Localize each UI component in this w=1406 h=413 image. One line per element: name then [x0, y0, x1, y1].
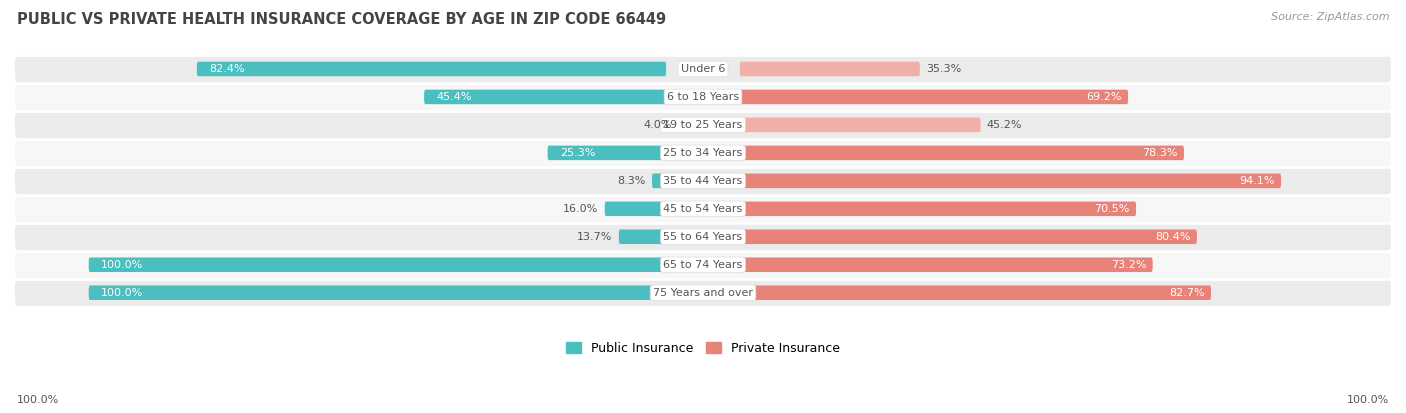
- Text: 70.5%: 70.5%: [1094, 204, 1130, 214]
- Legend: Public Insurance, Private Insurance: Public Insurance, Private Insurance: [561, 337, 845, 360]
- FancyBboxPatch shape: [15, 139, 1391, 167]
- Text: 65 to 74 Years: 65 to 74 Years: [664, 260, 742, 270]
- FancyBboxPatch shape: [15, 55, 1391, 83]
- FancyBboxPatch shape: [15, 83, 1391, 111]
- Text: 6 to 18 Years: 6 to 18 Years: [666, 92, 740, 102]
- Text: 100.0%: 100.0%: [101, 288, 143, 298]
- FancyBboxPatch shape: [15, 195, 1391, 223]
- FancyBboxPatch shape: [740, 230, 1197, 244]
- Text: 80.4%: 80.4%: [1156, 232, 1191, 242]
- Text: Under 6: Under 6: [681, 64, 725, 74]
- FancyBboxPatch shape: [740, 118, 980, 132]
- FancyBboxPatch shape: [740, 62, 920, 76]
- Text: Source: ZipAtlas.com: Source: ZipAtlas.com: [1271, 12, 1389, 22]
- Text: 100.0%: 100.0%: [1347, 395, 1389, 405]
- Text: 45 to 54 Years: 45 to 54 Years: [664, 204, 742, 214]
- Text: 94.1%: 94.1%: [1240, 176, 1275, 186]
- Text: 82.7%: 82.7%: [1170, 288, 1205, 298]
- FancyBboxPatch shape: [740, 173, 1281, 188]
- Text: 100.0%: 100.0%: [101, 260, 143, 270]
- FancyBboxPatch shape: [740, 146, 1184, 160]
- Text: 75 Years and over: 75 Years and over: [652, 288, 754, 298]
- FancyBboxPatch shape: [15, 223, 1391, 251]
- Text: 45.2%: 45.2%: [987, 120, 1022, 130]
- FancyBboxPatch shape: [740, 257, 1153, 272]
- Text: 100.0%: 100.0%: [17, 395, 59, 405]
- FancyBboxPatch shape: [197, 62, 666, 76]
- Text: 16.0%: 16.0%: [564, 204, 599, 214]
- Text: 45.4%: 45.4%: [436, 92, 472, 102]
- Text: 8.3%: 8.3%: [617, 176, 645, 186]
- FancyBboxPatch shape: [740, 90, 1128, 104]
- FancyBboxPatch shape: [89, 257, 666, 272]
- Text: 25 to 34 Years: 25 to 34 Years: [664, 148, 742, 158]
- FancyBboxPatch shape: [15, 111, 1391, 139]
- FancyBboxPatch shape: [605, 202, 666, 216]
- FancyBboxPatch shape: [652, 173, 666, 188]
- FancyBboxPatch shape: [15, 279, 1391, 307]
- Text: 25.3%: 25.3%: [560, 148, 595, 158]
- FancyBboxPatch shape: [740, 285, 1211, 300]
- Text: PUBLIC VS PRIVATE HEALTH INSURANCE COVERAGE BY AGE IN ZIP CODE 66449: PUBLIC VS PRIVATE HEALTH INSURANCE COVER…: [17, 12, 666, 27]
- Text: 82.4%: 82.4%: [209, 64, 245, 74]
- FancyBboxPatch shape: [665, 118, 668, 132]
- Text: 35.3%: 35.3%: [927, 64, 962, 74]
- Text: 78.3%: 78.3%: [1142, 148, 1178, 158]
- FancyBboxPatch shape: [15, 251, 1391, 279]
- Text: 4.0%: 4.0%: [644, 120, 672, 130]
- Text: 73.2%: 73.2%: [1111, 260, 1146, 270]
- Text: 55 to 64 Years: 55 to 64 Years: [664, 232, 742, 242]
- FancyBboxPatch shape: [619, 230, 666, 244]
- Text: 13.7%: 13.7%: [578, 232, 613, 242]
- Text: 35 to 44 Years: 35 to 44 Years: [664, 176, 742, 186]
- FancyBboxPatch shape: [15, 167, 1391, 195]
- FancyBboxPatch shape: [547, 146, 666, 160]
- Text: 19 to 25 Years: 19 to 25 Years: [664, 120, 742, 130]
- FancyBboxPatch shape: [425, 90, 666, 104]
- Text: 69.2%: 69.2%: [1087, 92, 1122, 102]
- FancyBboxPatch shape: [89, 285, 666, 300]
- FancyBboxPatch shape: [740, 202, 1136, 216]
